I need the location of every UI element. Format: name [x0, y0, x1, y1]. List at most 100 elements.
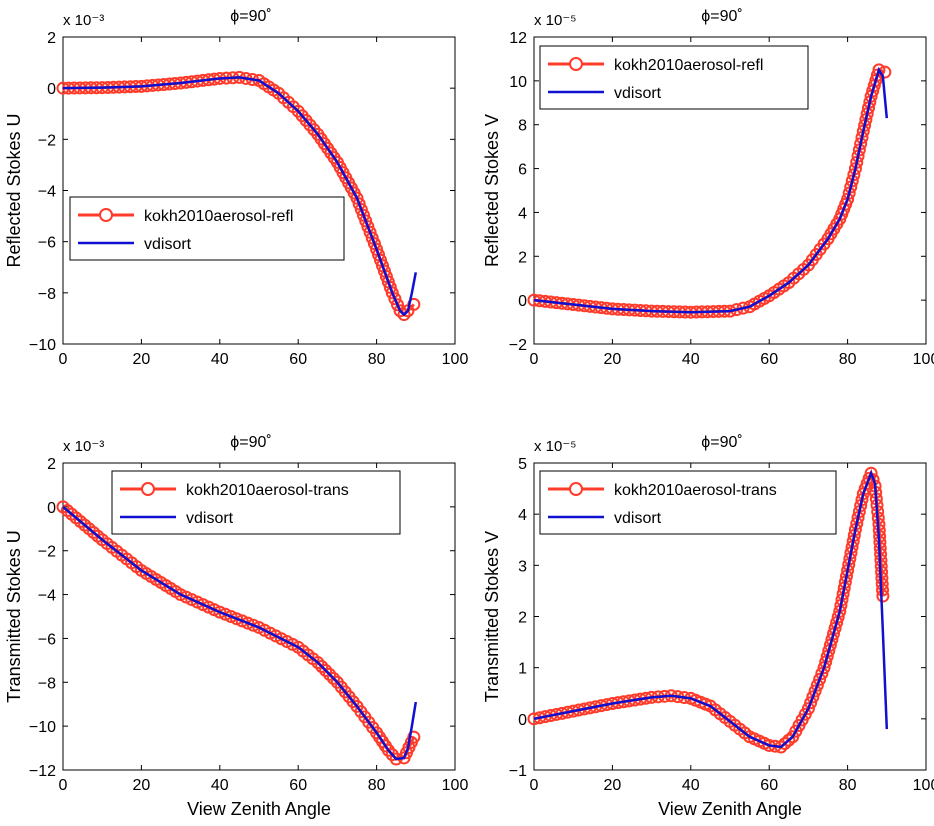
data-point-kokh2010aerosol-refl	[391, 298, 405, 312]
x-tick-label: 0	[530, 777, 539, 794]
x-tick-label: 0	[530, 351, 539, 368]
data-point-kokh2010aerosol-refl	[357, 208, 371, 222]
data-point-kokh2010aerosol-trans	[820, 649, 834, 663]
data-point-kokh2010aerosol-trans	[311, 656, 325, 670]
data-point-kokh2010aerosol-trans	[830, 616, 844, 630]
data-point-kokh2010aerosol-trans	[819, 655, 833, 669]
y-tick-label: 6	[518, 162, 527, 179]
data-point-kokh2010aerosol-refl	[385, 286, 399, 300]
x-tick-label: 80	[839, 351, 857, 368]
data-point-kokh2010aerosol-refl	[845, 174, 859, 188]
y-tick-label: −10	[29, 337, 56, 354]
y-tick-label: −2	[38, 132, 56, 149]
data-point-kokh2010aerosol-refl	[350, 191, 364, 205]
data-point-kokh2010aerosol-trans	[822, 644, 836, 658]
x-tick-label: 80	[368, 777, 386, 794]
series-line-vdisort	[533, 66, 889, 314]
legend-swatch-marker	[569, 482, 583, 496]
data-point-kokh2010aerosol-trans	[246, 618, 260, 632]
x-tick-label: 60	[289, 777, 307, 794]
data-point-kokh2010aerosol-trans	[218, 607, 232, 621]
x-tick-label: 20	[133, 351, 151, 368]
legend-box	[539, 45, 809, 110]
data-point-kokh2010aerosol-trans	[801, 702, 815, 716]
legend-box	[111, 470, 401, 535]
y-tick-label: 2	[47, 456, 56, 473]
y-tick-label: 1	[518, 661, 527, 678]
x-tick-label: 100	[913, 777, 934, 794]
series-line-vdisort	[533, 469, 889, 749]
data-point-kokh2010aerosol-trans	[323, 667, 337, 681]
chart-title: ϕ=90˚	[701, 434, 742, 451]
exponent-label: x 10⁻⁵	[534, 12, 577, 29]
x-tick-label: 80	[839, 777, 857, 794]
x-tick-label: 20	[604, 777, 622, 794]
chart-title: ϕ=90˚	[230, 8, 271, 25]
x-tick-label: 60	[760, 777, 778, 794]
data-point-kokh2010aerosol-trans	[230, 612, 244, 626]
legend-box	[539, 470, 837, 535]
y-tick-label: −12	[29, 763, 56, 780]
y-tick-label: −2	[38, 544, 56, 561]
data-point-kokh2010aerosol-refl	[842, 186, 856, 200]
x-tick-label: 20	[133, 777, 151, 794]
data-point-kokh2010aerosol-refl	[365, 231, 379, 245]
data-point-kokh2010aerosol-trans	[224, 610, 238, 623]
x-tick-label: 0	[59, 351, 68, 368]
data-point-kokh2010aerosol-trans	[326, 671, 340, 685]
data-point-kokh2010aerosol-refl	[397, 308, 411, 322]
y-axis-label: Reflected Stokes V	[482, 114, 502, 267]
data-point-kokh2010aerosol-trans	[319, 663, 333, 677]
x-tick-label: 60	[760, 351, 778, 368]
x-tick-label: 40	[682, 351, 700, 368]
data-point-kokh2010aerosol-trans	[828, 621, 842, 635]
x-tick-label: 100	[442, 777, 469, 794]
data-point-kokh2010aerosol-trans	[810, 678, 824, 692]
data-point-kokh2010aerosol-trans	[813, 672, 827, 686]
y-axis-label: Transmitted Stokes V	[482, 531, 502, 702]
data-point-kokh2010aerosol-trans	[817, 661, 831, 675]
data-point-kokh2010aerosol-refl	[361, 220, 375, 234]
y-tick-label: −10	[29, 719, 56, 736]
legend-entry-label: vdisort	[144, 236, 192, 253]
data-point-kokh2010aerosol-trans	[804, 696, 818, 710]
x-tick-label: 0	[59, 777, 68, 794]
y-tick-label: −6	[38, 235, 56, 252]
y-tick-label: 0	[47, 500, 56, 517]
y-tick-label: −2	[509, 337, 527, 354]
x-tick-label: 40	[211, 351, 229, 368]
data-point-kokh2010aerosol-trans	[315, 659, 329, 673]
legend: kokh2010aerosol-trans vdisort	[539, 470, 837, 535]
exponent-label: x 10⁻³	[63, 12, 104, 29]
chart-trans-v: 020406080100543210−1x 10⁻⁵ϕ=90˚Transmitt…	[482, 434, 934, 819]
legend-entry-label: kokh2010aerosol-trans	[186, 482, 349, 499]
plot-series-group	[56, 500, 421, 766]
data-point-kokh2010aerosol-trans	[806, 690, 820, 704]
y-tick-label: 2	[47, 30, 56, 47]
y-tick-label: −8	[38, 286, 56, 303]
y-tick-label: −4	[38, 588, 56, 605]
data-point-kokh2010aerosol-trans	[407, 730, 421, 744]
x-tick-label: 60	[289, 351, 307, 368]
plot-series-group	[56, 70, 421, 322]
legend-entry-label: kokh2010aerosol-trans	[614, 482, 777, 499]
chart-title: ϕ=90˚	[701, 8, 742, 25]
legend-entry-label: kokh2010aerosol-refl	[614, 57, 763, 74]
y-tick-label: 2	[518, 249, 527, 266]
data-point-kokh2010aerosol-trans	[864, 466, 878, 480]
y-tick-label: 4	[518, 507, 527, 524]
data-point-kokh2010aerosol-refl	[841, 192, 855, 206]
data-point-kokh2010aerosol-trans	[823, 638, 837, 652]
y-tick-label: 12	[509, 30, 527, 47]
x-tick-label: 100	[442, 351, 469, 368]
data-point-kokh2010aerosol-trans	[826, 627, 840, 641]
x-tick-label: 20	[604, 351, 622, 368]
data-point-kokh2010aerosol-trans	[241, 616, 255, 630]
data-point-kokh2010aerosol-refl	[872, 63, 886, 77]
y-tick-label: 3	[518, 558, 527, 575]
y-tick-label: 0	[518, 293, 527, 310]
y-tick-label: 5	[518, 456, 527, 473]
